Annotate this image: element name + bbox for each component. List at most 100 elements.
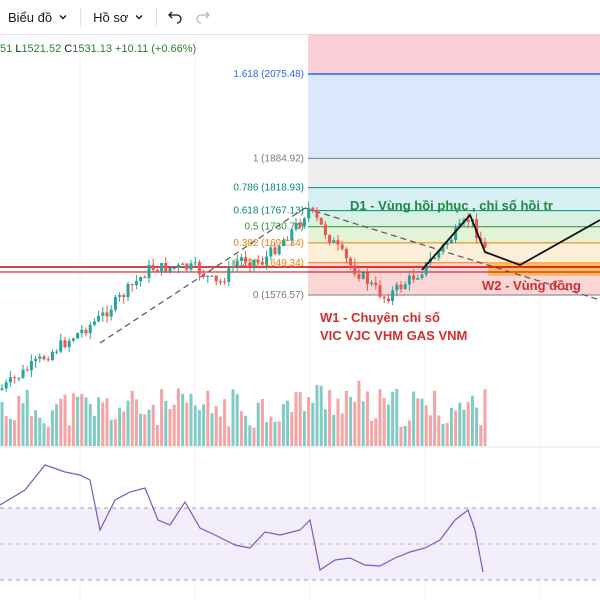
candle-body — [256, 259, 260, 262]
candle-body — [38, 356, 42, 359]
candle-body — [374, 282, 378, 286]
volume-bar — [328, 390, 332, 446]
profile-menu-label: Hồ sơ — [93, 9, 129, 25]
volume-bar — [92, 415, 96, 446]
volume-bar — [403, 425, 407, 446]
candle-body — [323, 224, 327, 236]
volume-bar — [8, 418, 12, 446]
volume-bar — [290, 412, 294, 446]
candle-body — [13, 377, 17, 379]
volume-bar — [71, 393, 75, 446]
volume-bar — [193, 405, 197, 446]
profile-menu-button[interactable]: Hồ sơ — [85, 0, 152, 34]
volume-bar — [231, 389, 235, 446]
undo-icon — [167, 8, 183, 27]
volume-bar — [269, 416, 273, 446]
volume-bar — [441, 423, 445, 446]
volume-bar — [160, 389, 164, 446]
candle-body — [109, 309, 113, 317]
zigzag-projection — [421, 213, 600, 271]
fib-level-label: 1.618 (2075.48) — [233, 69, 304, 80]
ohlc-close-key: C — [64, 43, 73, 55]
candle-body — [370, 282, 374, 285]
candle-body — [286, 239, 290, 241]
volume-bar — [210, 413, 214, 446]
volume-bar — [407, 420, 411, 446]
candle-body — [8, 377, 12, 383]
volume-bar — [433, 390, 437, 446]
candle-body — [202, 274, 206, 277]
volume-bar — [281, 404, 285, 446]
candle-body — [340, 244, 344, 249]
volume-bar — [197, 410, 201, 446]
candle-body — [399, 284, 403, 290]
candle-body — [407, 275, 411, 285]
volume-bar — [307, 397, 311, 446]
candle-body — [244, 257, 248, 263]
volume-bar — [244, 415, 248, 446]
volume-bar — [25, 389, 29, 446]
highlight-band — [488, 262, 600, 276]
ohlc-low-value: 1521.52 — [21, 43, 62, 55]
candle-body — [365, 272, 369, 285]
chevron-down-icon — [58, 10, 68, 25]
candle-body — [454, 227, 458, 241]
candle-body — [139, 277, 143, 282]
candle-body — [223, 281, 227, 283]
candle-body — [475, 219, 479, 239]
volume-bar — [466, 402, 470, 446]
volume-bar — [332, 414, 336, 446]
volume-bar — [97, 397, 101, 446]
candle-body — [294, 223, 298, 230]
candle-body — [63, 340, 67, 348]
volume-bar — [256, 402, 260, 446]
candle-body — [269, 247, 273, 257]
candle-body — [353, 265, 357, 275]
candle-body — [185, 263, 189, 270]
fib-level-label: 0.5 (1730.74) — [245, 222, 305, 233]
candle-body — [59, 340, 63, 352]
volume-bar — [122, 411, 126, 446]
volume-bar — [437, 415, 441, 446]
price-chart[interactable]: 1.618 (2075.48) 1 (1884.92) 0.786 (1818.93… — [0, 34, 600, 600]
volume-bar — [248, 425, 252, 446]
volume-bar — [374, 418, 378, 446]
candle-body — [181, 263, 185, 265]
volume-bar — [399, 426, 403, 446]
candle-body — [92, 321, 96, 325]
candle-body — [80, 329, 84, 334]
candle-body — [4, 382, 8, 389]
candle-body — [71, 338, 75, 341]
chevron-down-icon — [134, 10, 144, 25]
candle-body — [382, 296, 386, 299]
candle-body — [126, 284, 130, 298]
candle-body — [189, 263, 193, 270]
candle-body — [412, 275, 416, 280]
volume-bar — [4, 416, 8, 446]
volume-bar — [181, 393, 185, 446]
volume-bar — [319, 385, 323, 446]
fib-zone — [308, 34, 600, 74]
candle-body — [441, 244, 445, 252]
rsi-line — [0, 464, 484, 573]
candle-body — [122, 294, 126, 298]
volume-bar — [311, 402, 315, 446]
redo-button[interactable] — [189, 0, 217, 34]
candle-body — [391, 290, 395, 302]
volume-bar — [475, 407, 479, 446]
volume-bar — [59, 398, 63, 446]
volume-bar — [235, 394, 239, 446]
annotation-w2: W2 - Vùng đồng — [482, 278, 581, 293]
candle-body — [273, 247, 277, 255]
fib-zone — [308, 210, 600, 227]
candle-body — [168, 267, 172, 272]
candle-body — [378, 285, 382, 297]
fib-level-label: 0.382 (1694.34) — [233, 238, 304, 249]
fib-level-label: 0.618 (1767.13) — [233, 206, 304, 217]
volume-bar — [17, 395, 21, 446]
volume-bar — [349, 397, 353, 446]
volume-bar — [55, 404, 59, 446]
fib-level-label: 0.786 (1818.93) — [233, 183, 304, 194]
undo-button[interactable] — [161, 0, 189, 34]
chart-menu-button[interactable]: Biểu đồ — [0, 0, 76, 34]
